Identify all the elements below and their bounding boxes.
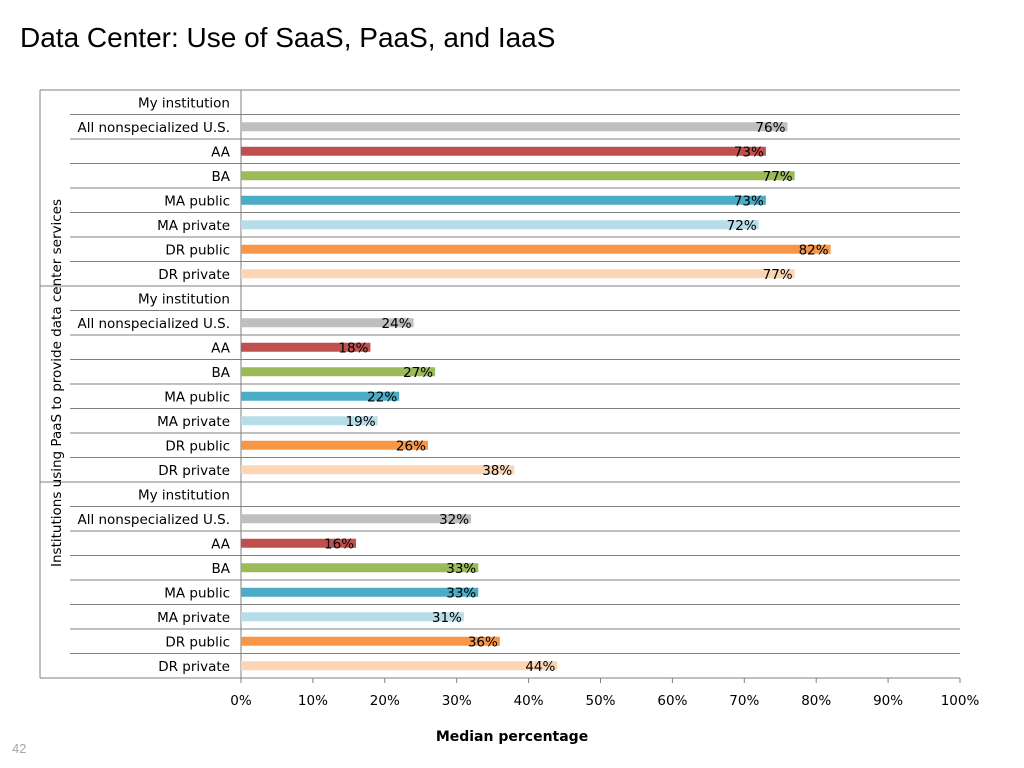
category-label: MA private — [157, 414, 230, 430]
category-label: MA private — [157, 218, 230, 234]
bar — [241, 367, 436, 377]
data-label: 26% — [396, 438, 426, 454]
data-label: 19% — [346, 414, 376, 430]
category-label: AA — [211, 340, 231, 356]
bar — [241, 563, 479, 573]
bar — [241, 440, 428, 450]
data-label: 77% — [763, 267, 793, 283]
slide-title: Data Center: Use of SaaS, PaaS, and IaaS — [20, 22, 556, 53]
data-label: 76% — [755, 120, 785, 136]
category-label: DR public — [165, 242, 230, 258]
category-label: MA public — [164, 389, 230, 405]
category-label: MA public — [164, 585, 230, 601]
category-label: BA — [212, 365, 231, 381]
x-tick-label: 100% — [941, 693, 980, 709]
x-tick-label: 80% — [801, 693, 831, 709]
x-axis-title: Median percentage — [436, 729, 588, 745]
data-labels: 76% 73% 77% 73% 72% 82% 77% 24% 18% 27% 22% 19% 26% 3… — [324, 120, 829, 675]
bar — [241, 636, 500, 646]
bar — [241, 514, 472, 524]
category-label: All nonspecialized U.S. — [77, 512, 230, 528]
category-label: AA — [211, 536, 231, 552]
data-label: 33% — [446, 585, 476, 601]
bar — [241, 195, 766, 205]
category-label: DR public — [165, 438, 230, 454]
bar — [241, 342, 371, 352]
x-tick-label: 10% — [298, 693, 328, 709]
bar — [241, 122, 788, 132]
data-label: 16% — [324, 536, 354, 552]
category-label: MA public — [164, 193, 230, 209]
bar — [241, 244, 831, 254]
category-label: My institution — [138, 291, 230, 307]
data-label: 18% — [338, 340, 368, 356]
data-label: 44% — [525, 659, 555, 675]
bar — [241, 171, 795, 181]
data-label: 73% — [734, 144, 764, 160]
bar — [241, 146, 766, 156]
x-tick-label: 20% — [370, 693, 400, 709]
category-label: All nonspecialized U.S. — [77, 316, 230, 332]
bar — [241, 416, 378, 426]
category-label: DR private — [158, 267, 230, 283]
x-tick-label: 90% — [873, 693, 903, 709]
bars — [241, 122, 831, 671]
x-tick-label: 0% — [230, 693, 252, 709]
bar — [241, 318, 414, 328]
category-label: BA — [212, 169, 231, 185]
x-tick-label: 40% — [514, 693, 544, 709]
category-label: BA — [212, 561, 231, 577]
data-label: 32% — [439, 512, 469, 528]
bar — [241, 391, 400, 401]
category-label: MA private — [157, 610, 230, 626]
bar — [241, 612, 464, 622]
category-label: DR private — [158, 659, 230, 675]
bar — [241, 465, 515, 475]
data-label: 31% — [432, 610, 462, 626]
x-tick-label: 60% — [657, 693, 687, 709]
category-label: AA — [211, 144, 231, 160]
data-label: 77% — [763, 169, 793, 185]
category-label: My institution — [138, 487, 230, 503]
y-axis-title: Institutions using PaaS to provide data … — [49, 199, 65, 567]
category-label: My institution — [138, 95, 230, 111]
bar — [241, 220, 759, 230]
category-labels: My institution All nonspecialized U.S. AA B… — [77, 95, 230, 675]
data-label: 38% — [482, 463, 512, 479]
x-tick-label: 30% — [442, 693, 472, 709]
bar — [241, 661, 558, 671]
data-label: 27% — [403, 365, 433, 381]
bar — [241, 587, 479, 597]
data-label: 82% — [799, 242, 829, 258]
category-label: DR private — [158, 463, 230, 479]
bar — [241, 538, 357, 548]
category-label: DR public — [165, 634, 230, 650]
data-label: 72% — [727, 218, 757, 234]
x-tick-label: 50% — [585, 693, 615, 709]
data-label: 36% — [468, 634, 498, 650]
x-tick-label: 70% — [729, 693, 759, 709]
category-label: All nonspecialized U.S. — [77, 120, 230, 136]
data-label: 73% — [734, 193, 764, 209]
bar — [241, 269, 795, 279]
grid-lines — [39, 89, 960, 679]
data-label: 24% — [382, 316, 412, 332]
data-label: 33% — [446, 561, 476, 577]
data-label: 22% — [367, 389, 397, 405]
page-number: 42 — [12, 741, 27, 756]
x-axis-ticks: 0% 10% 20% 30% 40% 50% 60% 70% 80% 90% 100% — [230, 678, 979, 709]
